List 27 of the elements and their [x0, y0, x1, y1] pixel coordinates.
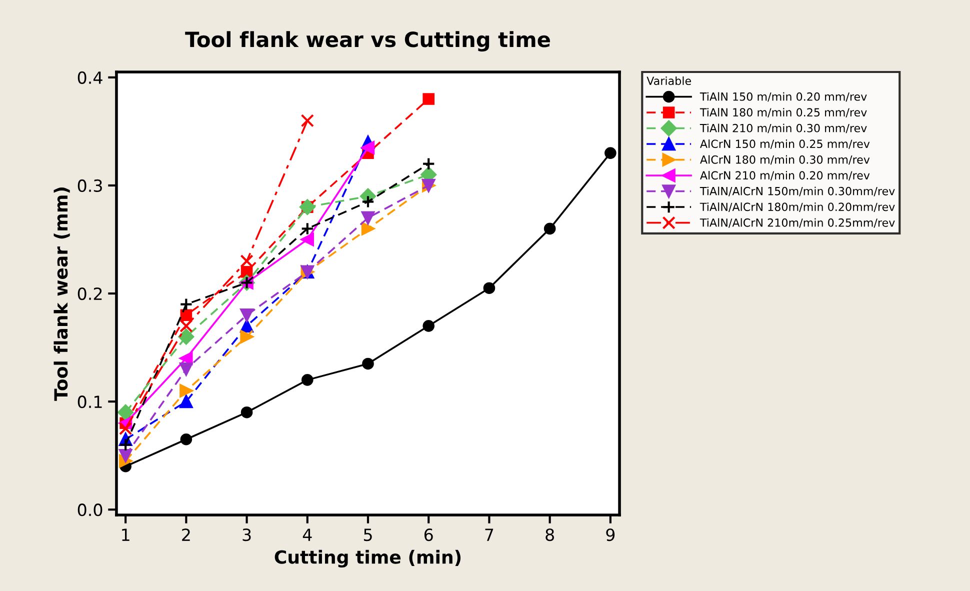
y-tick-label: 0.1 [78, 396, 102, 408]
legend-label: AlCrN 150 m/min 0.25 mm/rev [700, 139, 870, 149]
x-tick-label: 2 [182, 528, 190, 541]
legend-title: Variable [646, 76, 691, 86]
y-tick-label: 0.2 [78, 287, 102, 300]
x-tick-label: 7 [485, 528, 494, 541]
y-axis-title: Tool flank wear (mm) [54, 188, 70, 401]
legend-label: TiAlN 210 m/min 0.30 mm/rev [700, 124, 867, 134]
x-tick-label: 5 [364, 528, 372, 542]
legend-label: TiAlN 150 m/min 0.20 mm/rev [700, 92, 867, 102]
legend-label: TiAlN/AlCrN 180m/min 0.20mm/rev [700, 202, 895, 212]
x-tick-label: 6 [424, 528, 433, 542]
legend-label: TiAlN 180 m/min 0.25 mm/rev [700, 108, 867, 118]
x-tick-label: 8 [546, 528, 554, 542]
legend-label: AlCrN 180 m/min 0.30 mm/rev [700, 155, 870, 165]
y-tick-label: 0.0 [78, 504, 102, 516]
legend-label: AlCrN 210 m/min 0.20 mm/rev [700, 170, 870, 180]
x-axis-title: Cutting time (min) [274, 550, 461, 568]
x-tick-label: 9 [606, 528, 615, 542]
x-tick-label: 1 [122, 528, 130, 541]
legend-label: TiAlN/AlCrN 210m/min 0.25mm/rev [700, 218, 895, 228]
chart-title: Tool flank wear vs Cutting time [185, 31, 550, 52]
x-tick-label: 4 [302, 528, 312, 541]
y-tick-label: 0.4 [78, 71, 102, 84]
y-tick-label: 0.3 [78, 179, 102, 192]
legend-label: TiAlN/AlCrN 150m/min 0.30mm/rev [700, 186, 895, 196]
x-tick-label: 3 [242, 528, 251, 542]
